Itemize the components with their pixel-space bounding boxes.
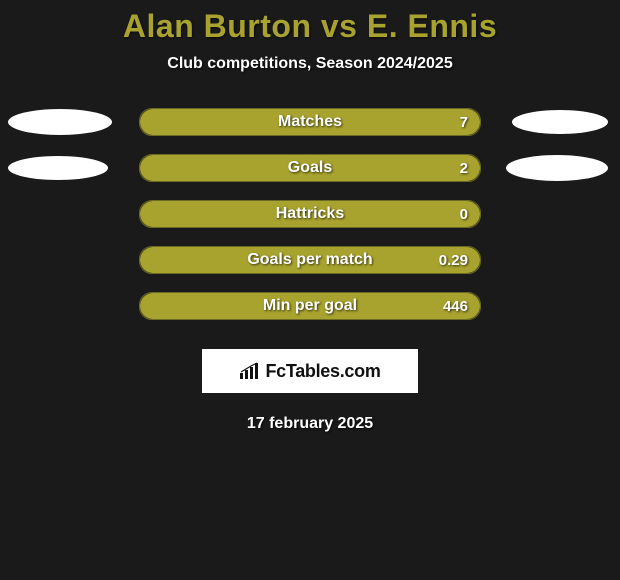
brand-logo-box: FcTables.com: [202, 349, 418, 393]
stat-value: 0.29: [439, 247, 468, 273]
stat-label: Goals per match: [140, 247, 480, 273]
stat-row-gpm: Goals per match 0.29: [0, 247, 620, 273]
stat-bar: Hattricks 0: [140, 201, 480, 227]
stat-label: Matches: [140, 109, 480, 135]
page-title: Alan Burton vs E. Ennis: [0, 8, 620, 45]
stats-container: Matches 7 Goals 2 Hattricks 0: [0, 109, 620, 319]
stat-bar: Goals 2: [140, 155, 480, 181]
brand-logo-text: FcTables.com: [265, 361, 380, 382]
stat-value: 446: [443, 293, 468, 319]
right-ellipse-marker: [512, 110, 608, 134]
stat-row-matches: Matches 7: [0, 109, 620, 135]
stat-row-goals: Goals 2: [0, 155, 620, 181]
stat-bar: Matches 7: [140, 109, 480, 135]
date-label: 17 february 2025: [0, 415, 620, 433]
stat-label: Goals: [140, 155, 480, 181]
stat-value: 0: [460, 201, 468, 227]
stat-label: Hattricks: [140, 201, 480, 227]
stat-label: Min per goal: [140, 293, 480, 319]
stat-row-hattricks: Hattricks 0: [0, 201, 620, 227]
left-ellipse-marker: [8, 156, 108, 180]
stat-value: 2: [460, 155, 468, 181]
stat-bar: Goals per match 0.29: [140, 247, 480, 273]
stat-value: 7: [460, 109, 468, 135]
page-subtitle: Club competitions, Season 2024/2025: [0, 55, 620, 73]
stat-row-mpg: Min per goal 446: [0, 293, 620, 319]
page-root: Alan Burton vs E. Ennis Club competition…: [0, 0, 620, 580]
right-ellipse-marker: [506, 155, 608, 181]
bars-icon: [239, 362, 261, 380]
stat-bar: Min per goal 446: [140, 293, 480, 319]
left-ellipse-marker: [8, 109, 112, 135]
